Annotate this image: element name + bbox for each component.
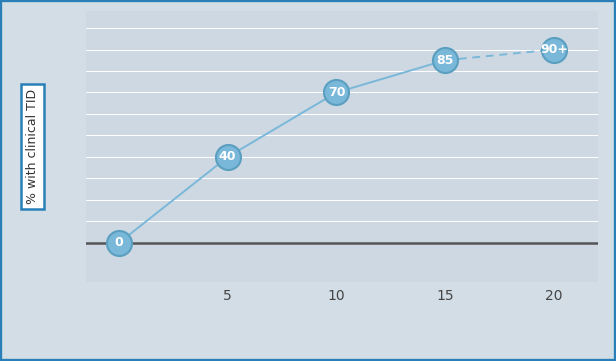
Point xyxy=(331,90,341,95)
Text: 70: 70 xyxy=(328,86,345,99)
Point xyxy=(223,154,233,160)
Text: 0: 0 xyxy=(115,236,123,249)
Text: % with clinical TID: % with clinical TID xyxy=(26,89,39,204)
Text: 40: 40 xyxy=(219,151,237,164)
Text: 90+: 90+ xyxy=(540,43,568,56)
Point xyxy=(114,240,124,246)
Text: 85: 85 xyxy=(437,54,454,67)
Point xyxy=(440,57,450,63)
Point xyxy=(549,47,559,52)
